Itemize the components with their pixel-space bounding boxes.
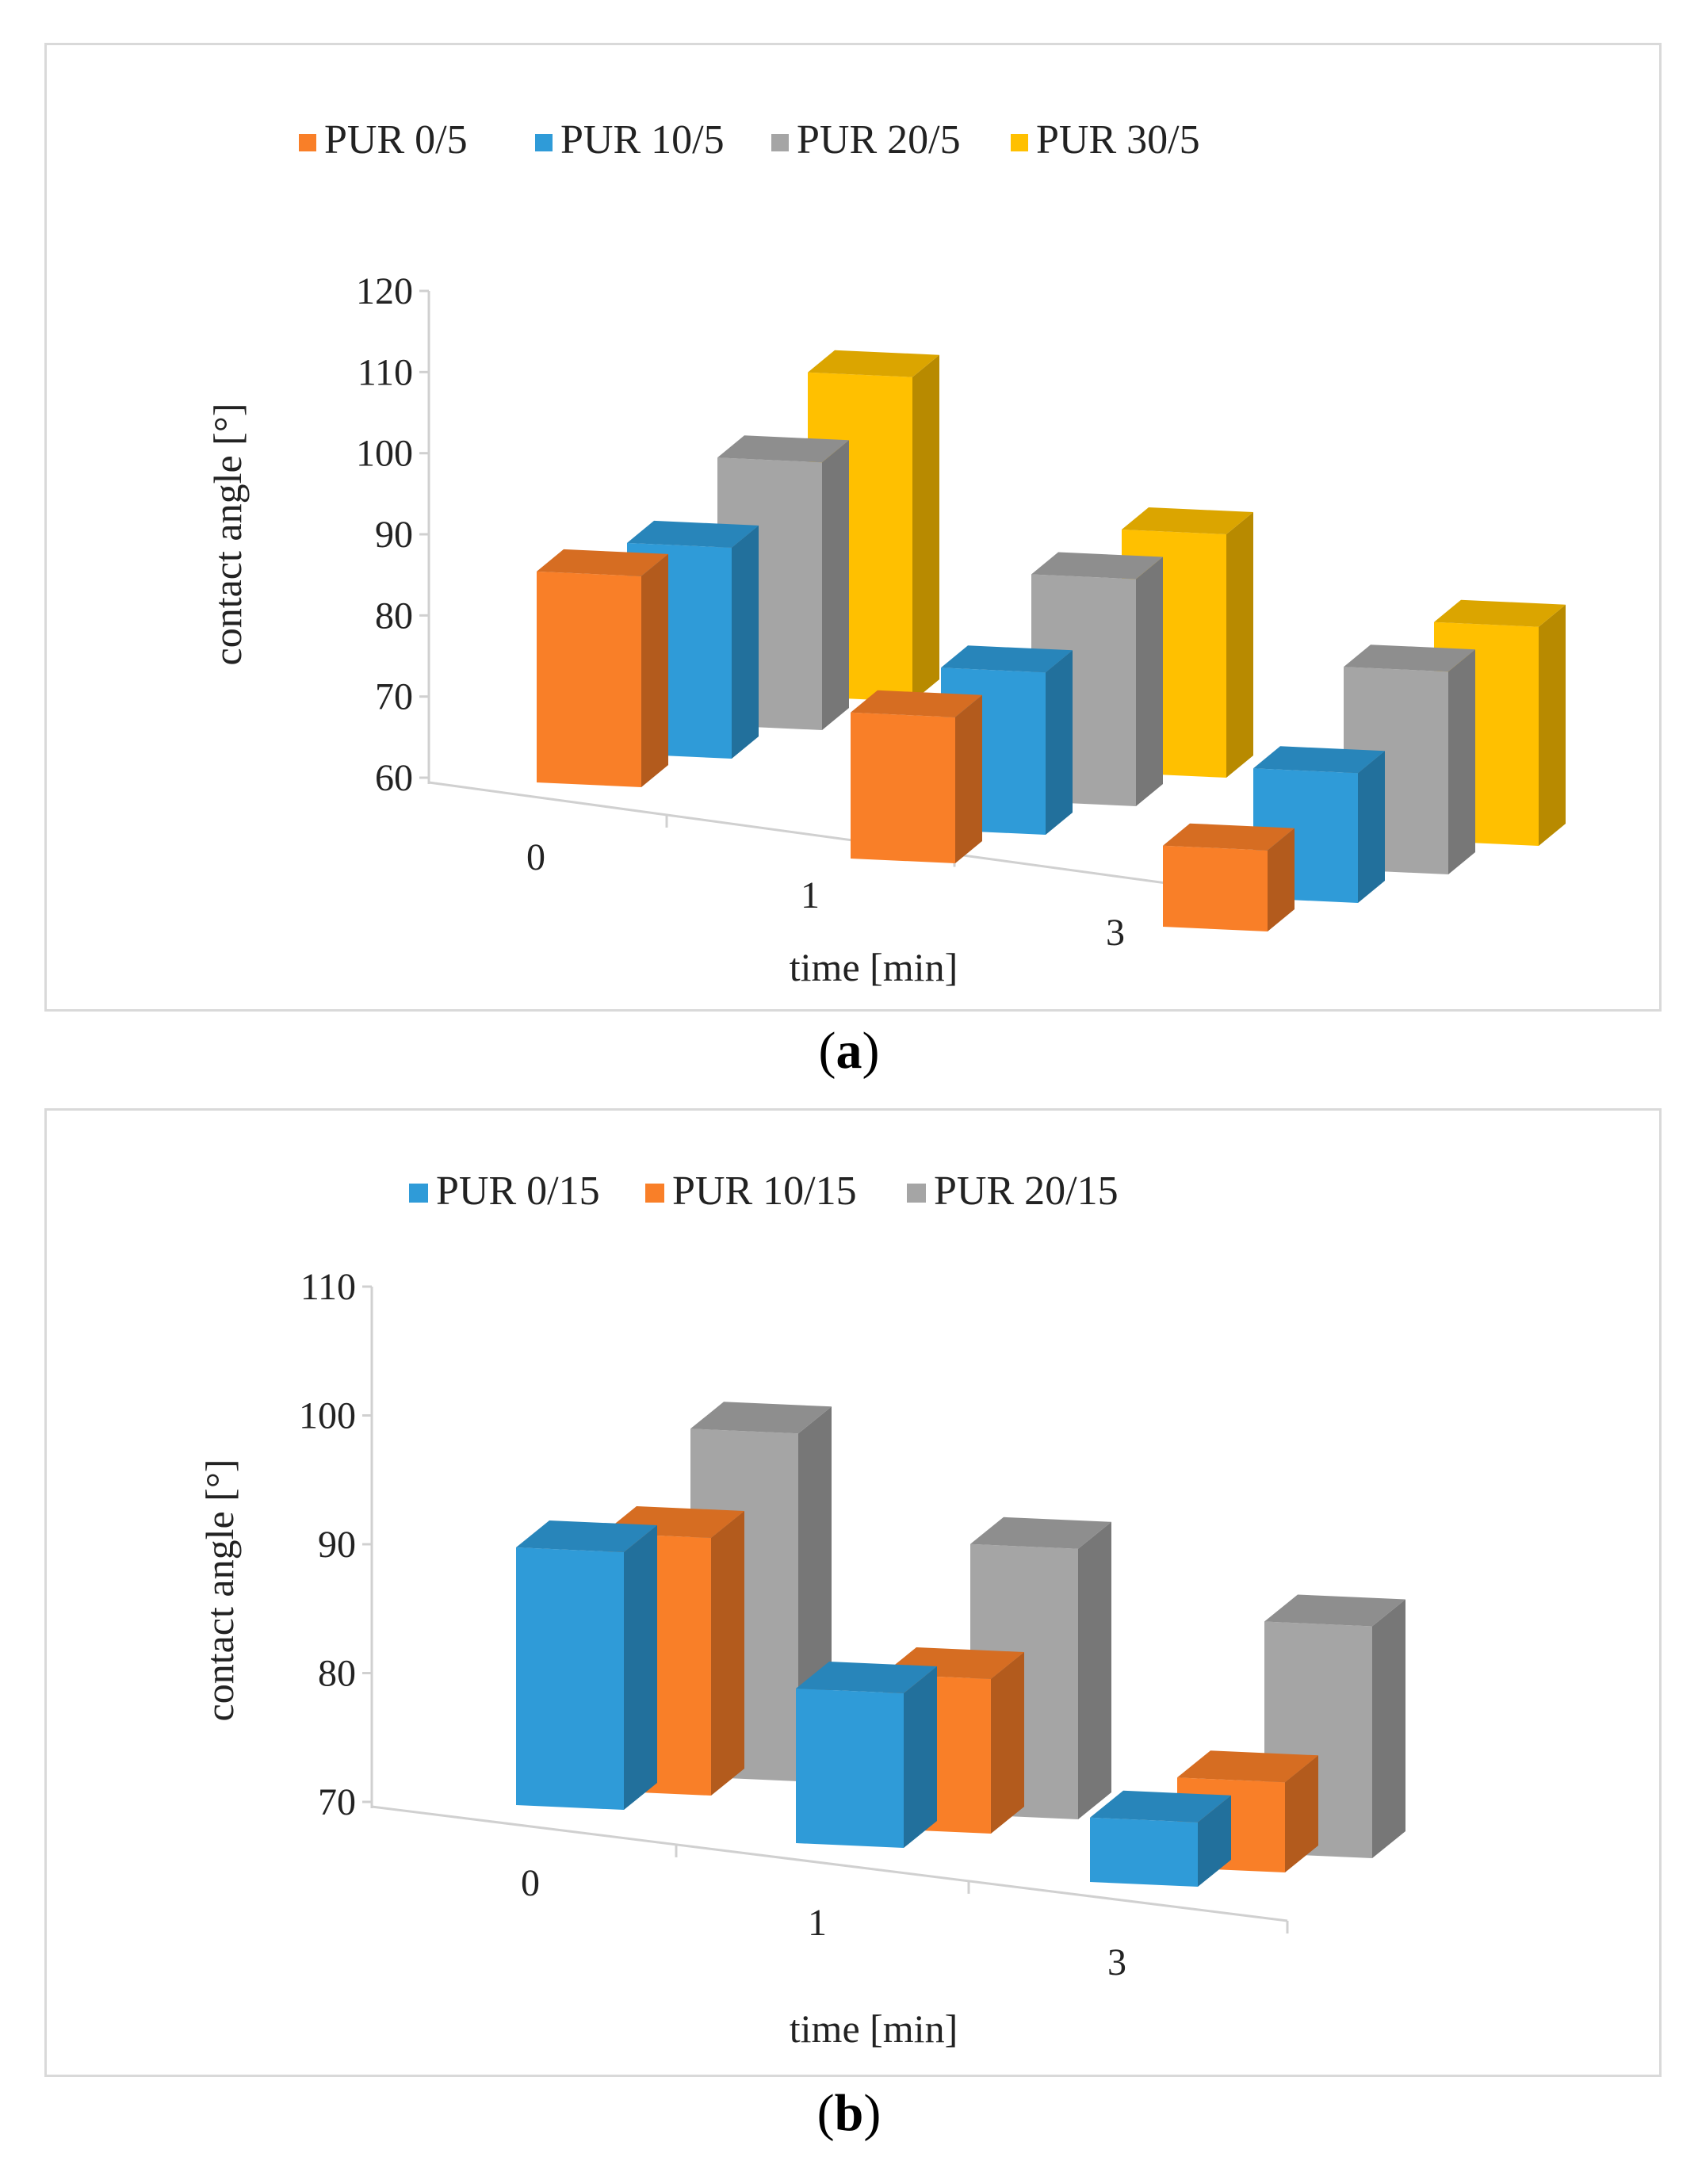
bar-top-b-s2-c0	[690, 1402, 832, 1434]
bar-front-a-s0-c2	[1163, 845, 1268, 931]
bar-front-b-s0-c0	[516, 1547, 624, 1810]
legend-swatch-a-1	[535, 134, 553, 151]
bar-top-a-s1-c2	[1253, 746, 1385, 774]
bar-top-a-s2-c1	[1031, 552, 1163, 579]
bar-side-a-s2-c1	[1136, 557, 1163, 806]
x-axis-title-b: time [min]	[790, 2006, 958, 2051]
y-tick-label-b-2: 90	[318, 1524, 356, 1566]
legend-label-a-0: PUR 0/5	[324, 117, 468, 163]
bar-top-b-s0-c2	[1090, 1790, 1231, 1823]
x-tick-label-b-2: 3	[1107, 1941, 1126, 1983]
bar-front-b-s0-c2	[1090, 1817, 1198, 1887]
bar-side-a-s1-c2	[1358, 751, 1385, 903]
bar-top-a-s1-c1	[941, 645, 1073, 673]
bar-side-a-s0-c1	[955, 694, 982, 863]
bar-top-a-s3-c2	[1434, 599, 1566, 627]
legend-swatch-b-2	[907, 1184, 926, 1203]
caption-a-letter: a	[836, 1022, 862, 1080]
legend-swatch-a-0	[299, 134, 316, 151]
bar-a-s0-c2	[1163, 823, 1295, 931]
bar-top-b-s2-c2	[1264, 1594, 1405, 1627]
bar-side-a-s3-c0	[912, 354, 939, 702]
bar-top-b-s2-c1	[970, 1517, 1111, 1549]
bar-a-s0-c1	[851, 690, 982, 863]
bar-top-a-s3-c0	[808, 350, 939, 377]
legend-label-b-2: PUR 20/15	[934, 1168, 1119, 1214]
bar-side-a-s0-c2	[1268, 828, 1295, 931]
legend-swatch-a-3	[1011, 134, 1028, 151]
bar-top-a-s0-c1	[851, 690, 982, 717]
bar-a-s1-c2	[1253, 746, 1385, 903]
y-tick-label-b-4: 110	[300, 1266, 356, 1308]
legend-label-a-3: PUR 30/5	[1036, 117, 1200, 163]
bar-side-b-s0-c0	[624, 1525, 657, 1810]
y-tick-label-b-1: 80	[318, 1653, 356, 1695]
y-tick-label-a-1: 70	[375, 676, 413, 718]
bar-side-b-s1-c1	[991, 1652, 1024, 1834]
bar-top-b-s1-c2	[1177, 1750, 1318, 1783]
bar-a-s0-c0	[537, 549, 668, 787]
x-tick-label-a-2: 3	[1106, 912, 1125, 954]
x-tick-label-b-0: 0	[521, 1862, 540, 1904]
bar-side-b-s0-c1	[904, 1666, 937, 1848]
legend-swatch-a-2	[771, 134, 789, 151]
bar-top-a-s1-c0	[627, 520, 759, 548]
bar-side-a-s2-c2	[1448, 649, 1475, 874]
x-axis-line-b	[371, 1805, 1288, 1922]
y-tick-label-a-6: 120	[356, 270, 413, 312]
chart-panel-a: PUR 0/5 PUR 10/5 PUR 20/5 PUR 30/5 60 70 80 90 1…	[44, 43, 1662, 1012]
bar-top-b-s0-c0	[516, 1520, 657, 1552]
bar-side-b-s1-c0	[711, 1511, 744, 1796]
x-tick-label-a-0: 0	[526, 836, 545, 878]
bar-side-a-s1-c0	[732, 525, 759, 759]
caption-b: (b)	[816, 2084, 882, 2142]
bar-side-a-s2-c0	[822, 440, 849, 730]
bar-side-a-s0-c0	[641, 553, 668, 787]
y-tick-label-a-0: 60	[375, 757, 413, 799]
x-tick-label-a-1: 1	[801, 874, 820, 916]
bar-b-s0-c0	[516, 1520, 657, 1810]
legend-label-a-1: PUR 10/5	[560, 117, 725, 163]
bar-top-a-s3-c1	[1122, 507, 1253, 534]
y-axis-title-b: contact angle [°]	[197, 1459, 242, 1722]
bar-side-a-s1-c1	[1046, 650, 1073, 835]
bar-front-a-s0-c1	[851, 712, 955, 863]
x-axis-title-a: time [min]	[790, 945, 958, 989]
legend-swatch-b-0	[409, 1184, 428, 1203]
legend-label-b-1: PUR 10/15	[672, 1168, 857, 1214]
caption-b-letter: b	[834, 2084, 864, 2142]
y-tick-label-a-3: 90	[375, 514, 413, 556]
caption-a: (a)	[818, 1022, 880, 1080]
bar-top-a-s0-c0	[537, 549, 668, 576]
x-axis-line-a	[428, 781, 1254, 897]
legend-label-a-2: PUR 20/5	[797, 117, 961, 163]
bar-side-b-s0-c2	[1198, 1795, 1231, 1887]
chart-panel-b: PUR 0/15 PUR 10/15 PUR 20/15 70 80 90 100 110 0 1…	[44, 1108, 1662, 2077]
bar-top-b-s0-c1	[796, 1662, 937, 1693]
bar-top-a-s2-c0	[717, 435, 849, 463]
bar-side-a-s3-c2	[1539, 604, 1566, 846]
x-tick-label-b-1: 1	[808, 1902, 827, 1944]
legend-label-b-0: PUR 0/15	[436, 1168, 600, 1214]
bar-top-a-s0-c2	[1163, 823, 1295, 851]
bar-side-a-s3-c1	[1226, 512, 1253, 778]
bar-b-s0-c1	[796, 1662, 937, 1848]
bar-top-a-s2-c2	[1344, 644, 1475, 672]
y-tick-label-b-3: 100	[299, 1395, 356, 1437]
bar-front-a-s0-c0	[537, 571, 641, 787]
bar-side-b-s2-c1	[1078, 1521, 1111, 1819]
bar-front-b-s0-c1	[796, 1689, 904, 1848]
y-axis-title-a: contact angle [°]	[205, 404, 250, 666]
bar-side-b-s2-c2	[1372, 1599, 1405, 1858]
y-tick-label-a-2: 80	[375, 595, 413, 637]
y-tick-label-a-5: 110	[358, 351, 413, 393]
bar-side-b-s1-c2	[1285, 1755, 1318, 1872]
legend-swatch-b-1	[645, 1184, 664, 1203]
chart-b-svg: PUR 0/15 PUR 10/15 PUR 20/15 70 80 90 100 110 0 1…	[197, 1168, 1405, 2051]
chart-a-svg: PUR 0/5 PUR 10/5 PUR 20/5 PUR 30/5 60 70 80 90 1…	[205, 117, 1566, 989]
y-tick-label-b-0: 70	[318, 1781, 356, 1823]
y-tick-label-a-4: 100	[356, 433, 413, 475]
bar-b-s0-c2	[1090, 1790, 1231, 1887]
